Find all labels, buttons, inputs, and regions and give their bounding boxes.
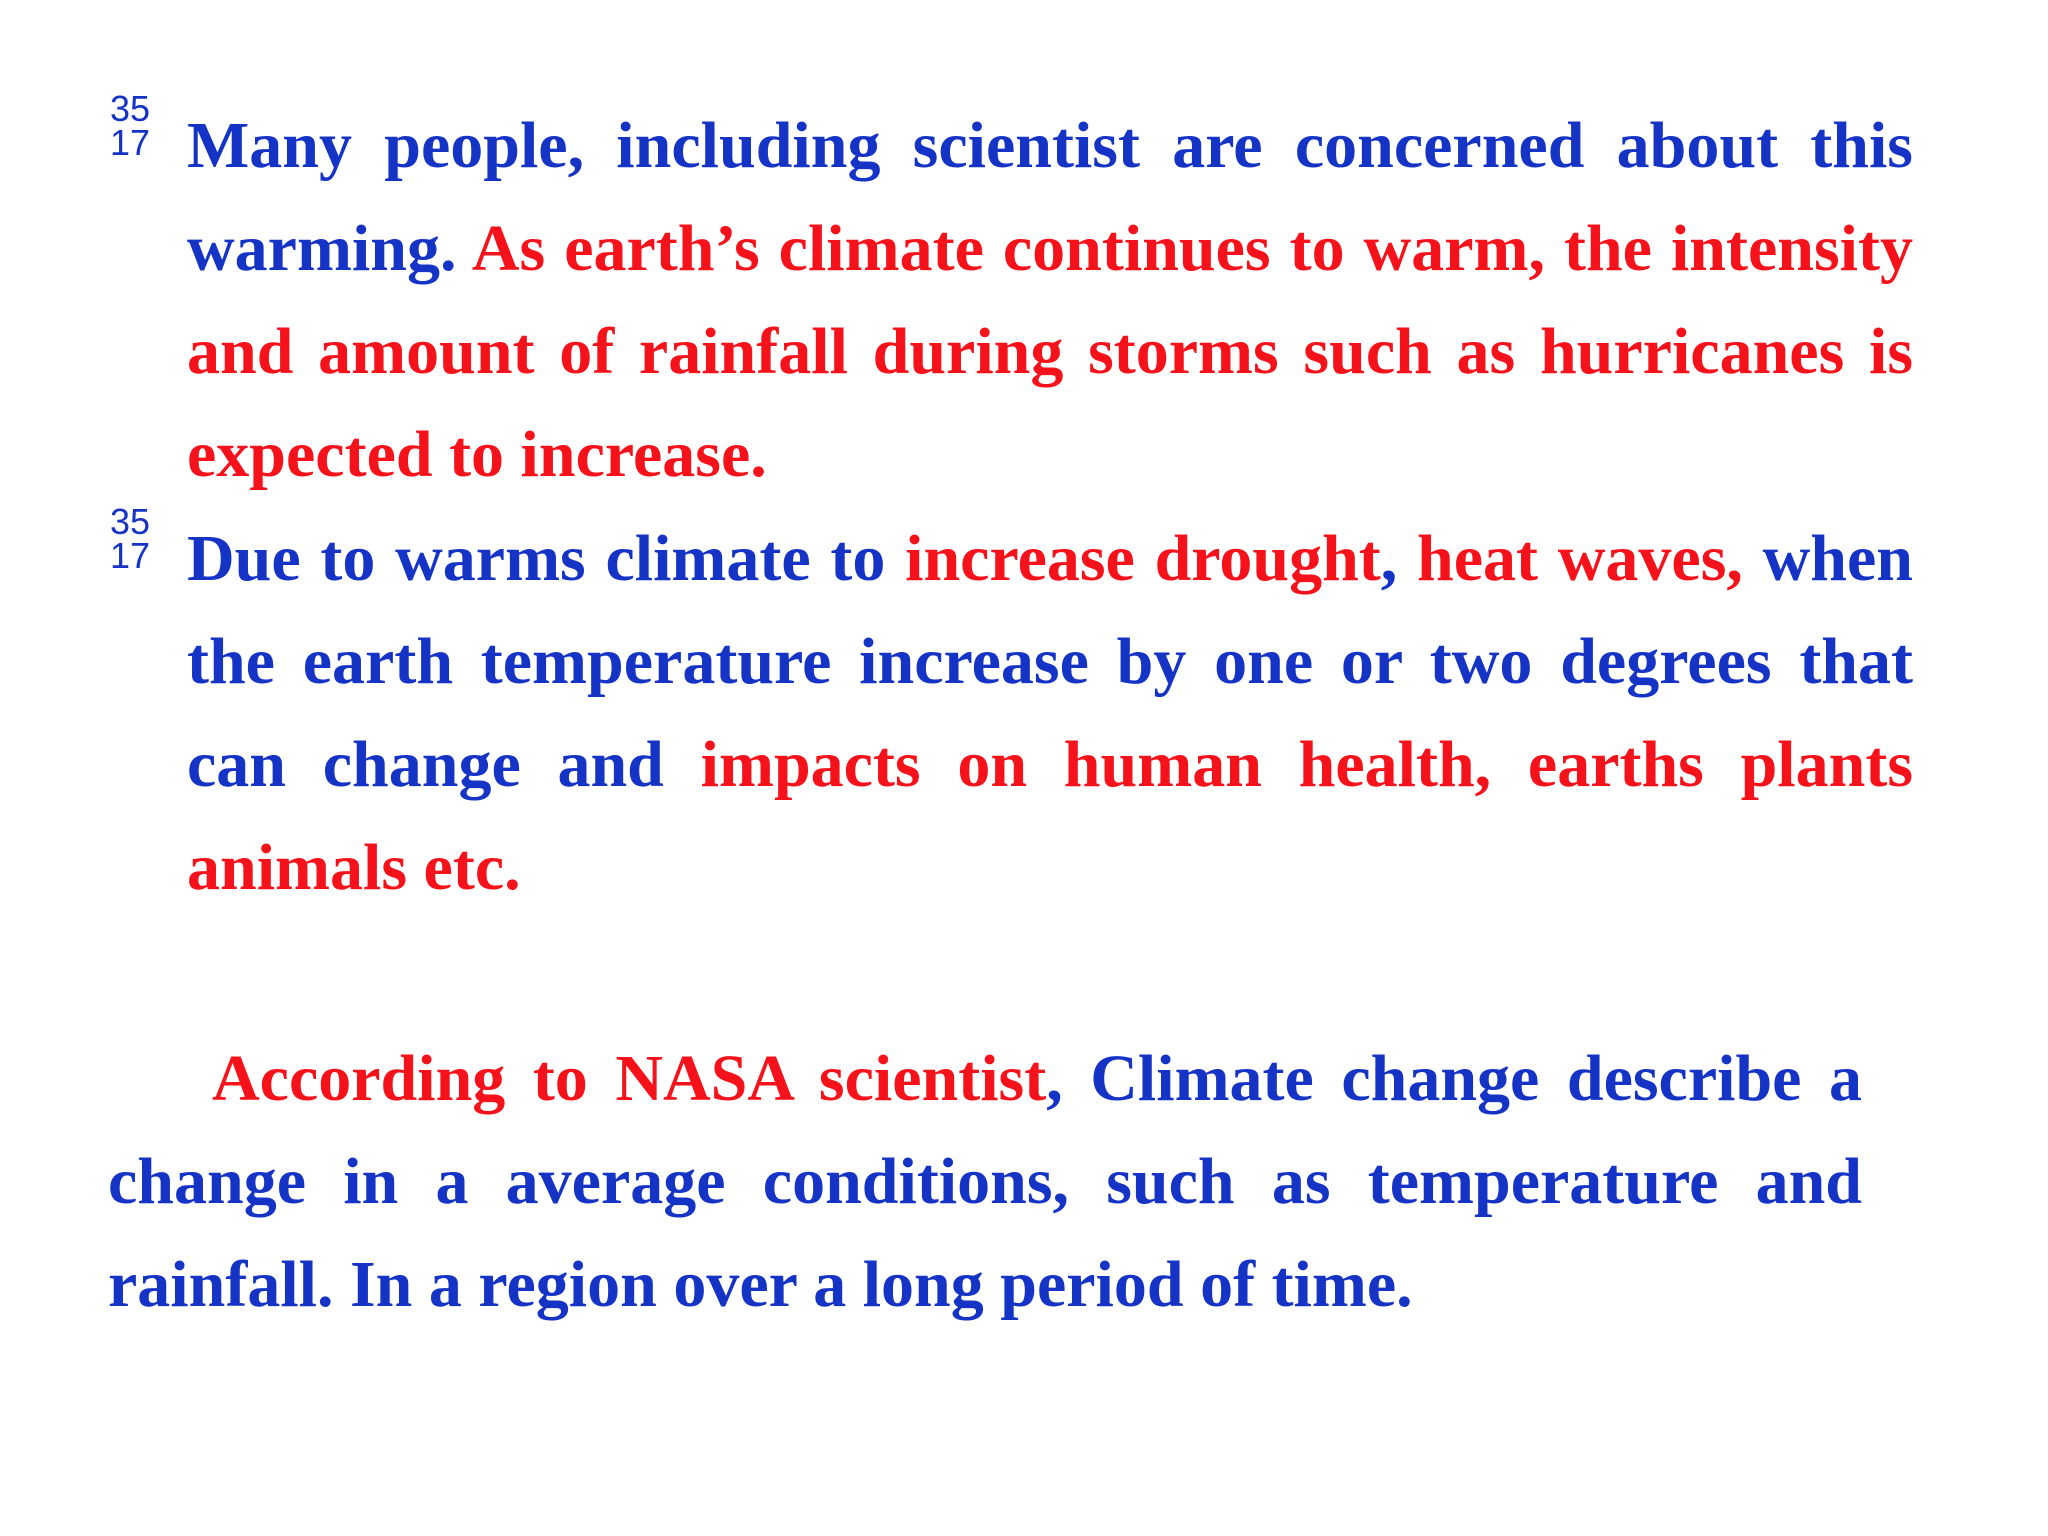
text-run: , Climate change describe a change in a … [108,1042,1862,1321]
marker-digit: 35 [110,501,151,542]
text-run: As earth’s climate continues to warm, th… [187,212,1913,491]
bullet-marker: 35 17 [110,501,151,576]
text-run: impacts on human health, earths plants a… [187,728,1914,904]
text-run: Due to warms climate to [187,522,906,595]
text-run: According to NASA scientist [212,1042,1047,1115]
marker-digit: 17 [110,535,151,576]
text-run: heat waves, [1417,522,1743,595]
text-run: increase drought [905,522,1381,595]
text-run: when the earth temperature increase by o… [187,522,1913,801]
marker-digit: 35 [110,88,151,129]
bullet-text: Many people, including scientist are con… [187,94,1913,506]
marker-digit: 17 [110,122,151,163]
paragraph: According to NASA scientist, Climate cha… [108,1027,1862,1336]
text-run: Many people, including scientist are con… [187,109,1913,285]
bullet-marker: 35 17 [110,88,151,163]
text-run: , [1380,522,1418,595]
bullet-text: Due to warms climate to increase drought… [187,507,1913,919]
